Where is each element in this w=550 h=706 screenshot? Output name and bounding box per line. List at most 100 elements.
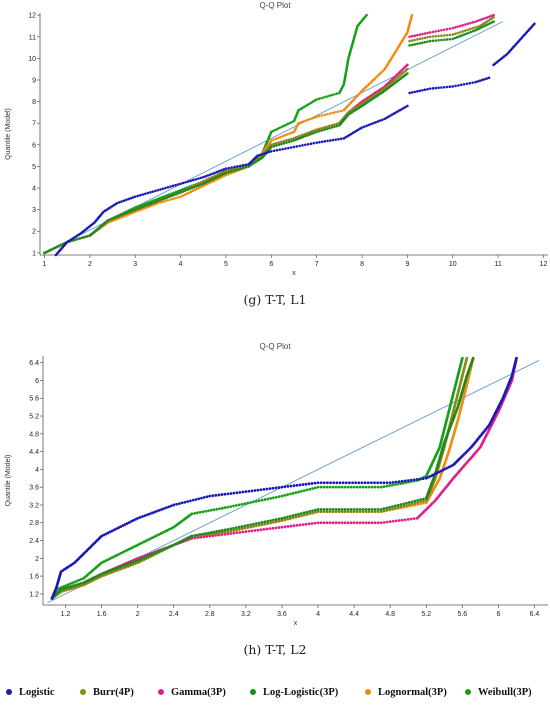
data-point bbox=[313, 116, 316, 119]
data-point bbox=[201, 532, 205, 536]
data-point bbox=[57, 587, 61, 590]
data-point bbox=[376, 521, 380, 525]
data-point bbox=[297, 490, 301, 494]
data-point bbox=[129, 546, 133, 550]
data-point bbox=[277, 519, 281, 523]
data-point bbox=[426, 31, 429, 35]
data-point bbox=[217, 169, 221, 173]
data-point bbox=[220, 493, 224, 496]
data-point bbox=[136, 207, 139, 211]
data-point bbox=[306, 118, 309, 122]
legend-label: Log-Logistic(3P) bbox=[263, 687, 339, 698]
data-point bbox=[237, 503, 241, 507]
y-tick-label: 4.4 bbox=[29, 449, 39, 456]
data-point bbox=[269, 519, 272, 523]
data-point bbox=[469, 21, 472, 25]
data-point bbox=[487, 76, 491, 80]
data-point bbox=[315, 141, 318, 144]
data-point bbox=[163, 194, 167, 198]
data-point bbox=[115, 201, 119, 205]
data-point bbox=[369, 481, 373, 485]
x-tick-label: 4.4 bbox=[349, 611, 359, 618]
data-point bbox=[107, 572, 111, 575]
data-point bbox=[287, 146, 290, 150]
data-point bbox=[320, 140, 324, 144]
data-point bbox=[383, 117, 387, 121]
data-point bbox=[343, 510, 347, 514]
data-point bbox=[400, 107, 404, 111]
data-point bbox=[346, 521, 350, 525]
data-point bbox=[288, 517, 292, 520]
data-point bbox=[277, 517, 281, 521]
data-point bbox=[107, 569, 111, 573]
y-tick-label: 5 bbox=[32, 164, 36, 171]
data-point bbox=[315, 130, 318, 134]
x-tick-label: 1.6 bbox=[97, 611, 107, 618]
data-point bbox=[291, 514, 295, 517]
data-point bbox=[533, 22, 536, 26]
chart-title: Q-Q Plot bbox=[259, 342, 291, 351]
data-point bbox=[253, 489, 257, 492]
data-point bbox=[196, 536, 200, 539]
data-point bbox=[322, 521, 326, 525]
data-point bbox=[210, 178, 213, 182]
data-point bbox=[346, 510, 350, 514]
data-point bbox=[280, 125, 283, 129]
data-point bbox=[70, 581, 74, 585]
data-point bbox=[265, 487, 269, 491]
data-point bbox=[113, 216, 117, 220]
data-point bbox=[149, 204, 153, 208]
data-point bbox=[59, 243, 63, 247]
data-point bbox=[389, 114, 392, 117]
series-weibull-3p bbox=[43, 13, 368, 255]
data-point bbox=[396, 503, 400, 507]
data-point bbox=[358, 510, 362, 514]
data-point bbox=[158, 549, 162, 553]
data-point bbox=[423, 36, 427, 40]
data-point bbox=[306, 131, 309, 135]
data-point bbox=[355, 508, 359, 511]
caption-g: (g) T-T, L1 bbox=[243, 292, 307, 307]
data-point bbox=[191, 178, 195, 182]
data-point bbox=[233, 165, 236, 169]
data-point bbox=[111, 217, 114, 220]
legend: Logistic Burr(4P) Gamma(3P) Log-Logistic… bbox=[0, 687, 550, 705]
data-point bbox=[335, 92, 339, 95]
data-point bbox=[301, 144, 304, 147]
data-point bbox=[129, 564, 132, 567]
data-point bbox=[464, 23, 467, 26]
y-tick-label: 3.2 bbox=[29, 502, 39, 509]
data-point bbox=[214, 178, 217, 182]
data-point bbox=[461, 23, 465, 27]
series-log-logistic-3p bbox=[43, 20, 495, 255]
data-point bbox=[132, 518, 135, 522]
data-point bbox=[292, 137, 296, 140]
data-point bbox=[462, 83, 466, 86]
data-point bbox=[322, 481, 326, 485]
data-point bbox=[294, 138, 298, 141]
data-point bbox=[229, 529, 233, 533]
data-point bbox=[121, 566, 125, 570]
data-point bbox=[325, 485, 329, 489]
data-point bbox=[138, 193, 142, 197]
data-point bbox=[270, 145, 273, 149]
data-point bbox=[308, 512, 312, 516]
data-point bbox=[167, 545, 171, 549]
x-tick-label: 4 bbox=[179, 261, 183, 268]
data-point bbox=[343, 485, 347, 489]
x-tick-label: 3.2 bbox=[241, 611, 251, 618]
data-point bbox=[149, 537, 152, 541]
data-point bbox=[330, 126, 334, 129]
data-point bbox=[154, 202, 157, 206]
data-point bbox=[115, 215, 119, 219]
data-point bbox=[214, 533, 218, 537]
data-point bbox=[394, 111, 398, 114]
data-point bbox=[419, 498, 423, 502]
data-point bbox=[364, 485, 368, 489]
data-point bbox=[146, 538, 150, 542]
data-point bbox=[218, 172, 222, 175]
data-point bbox=[265, 527, 269, 531]
legend-dot-burr bbox=[80, 688, 86, 695]
data-point bbox=[220, 175, 224, 179]
data-point bbox=[133, 206, 137, 209]
